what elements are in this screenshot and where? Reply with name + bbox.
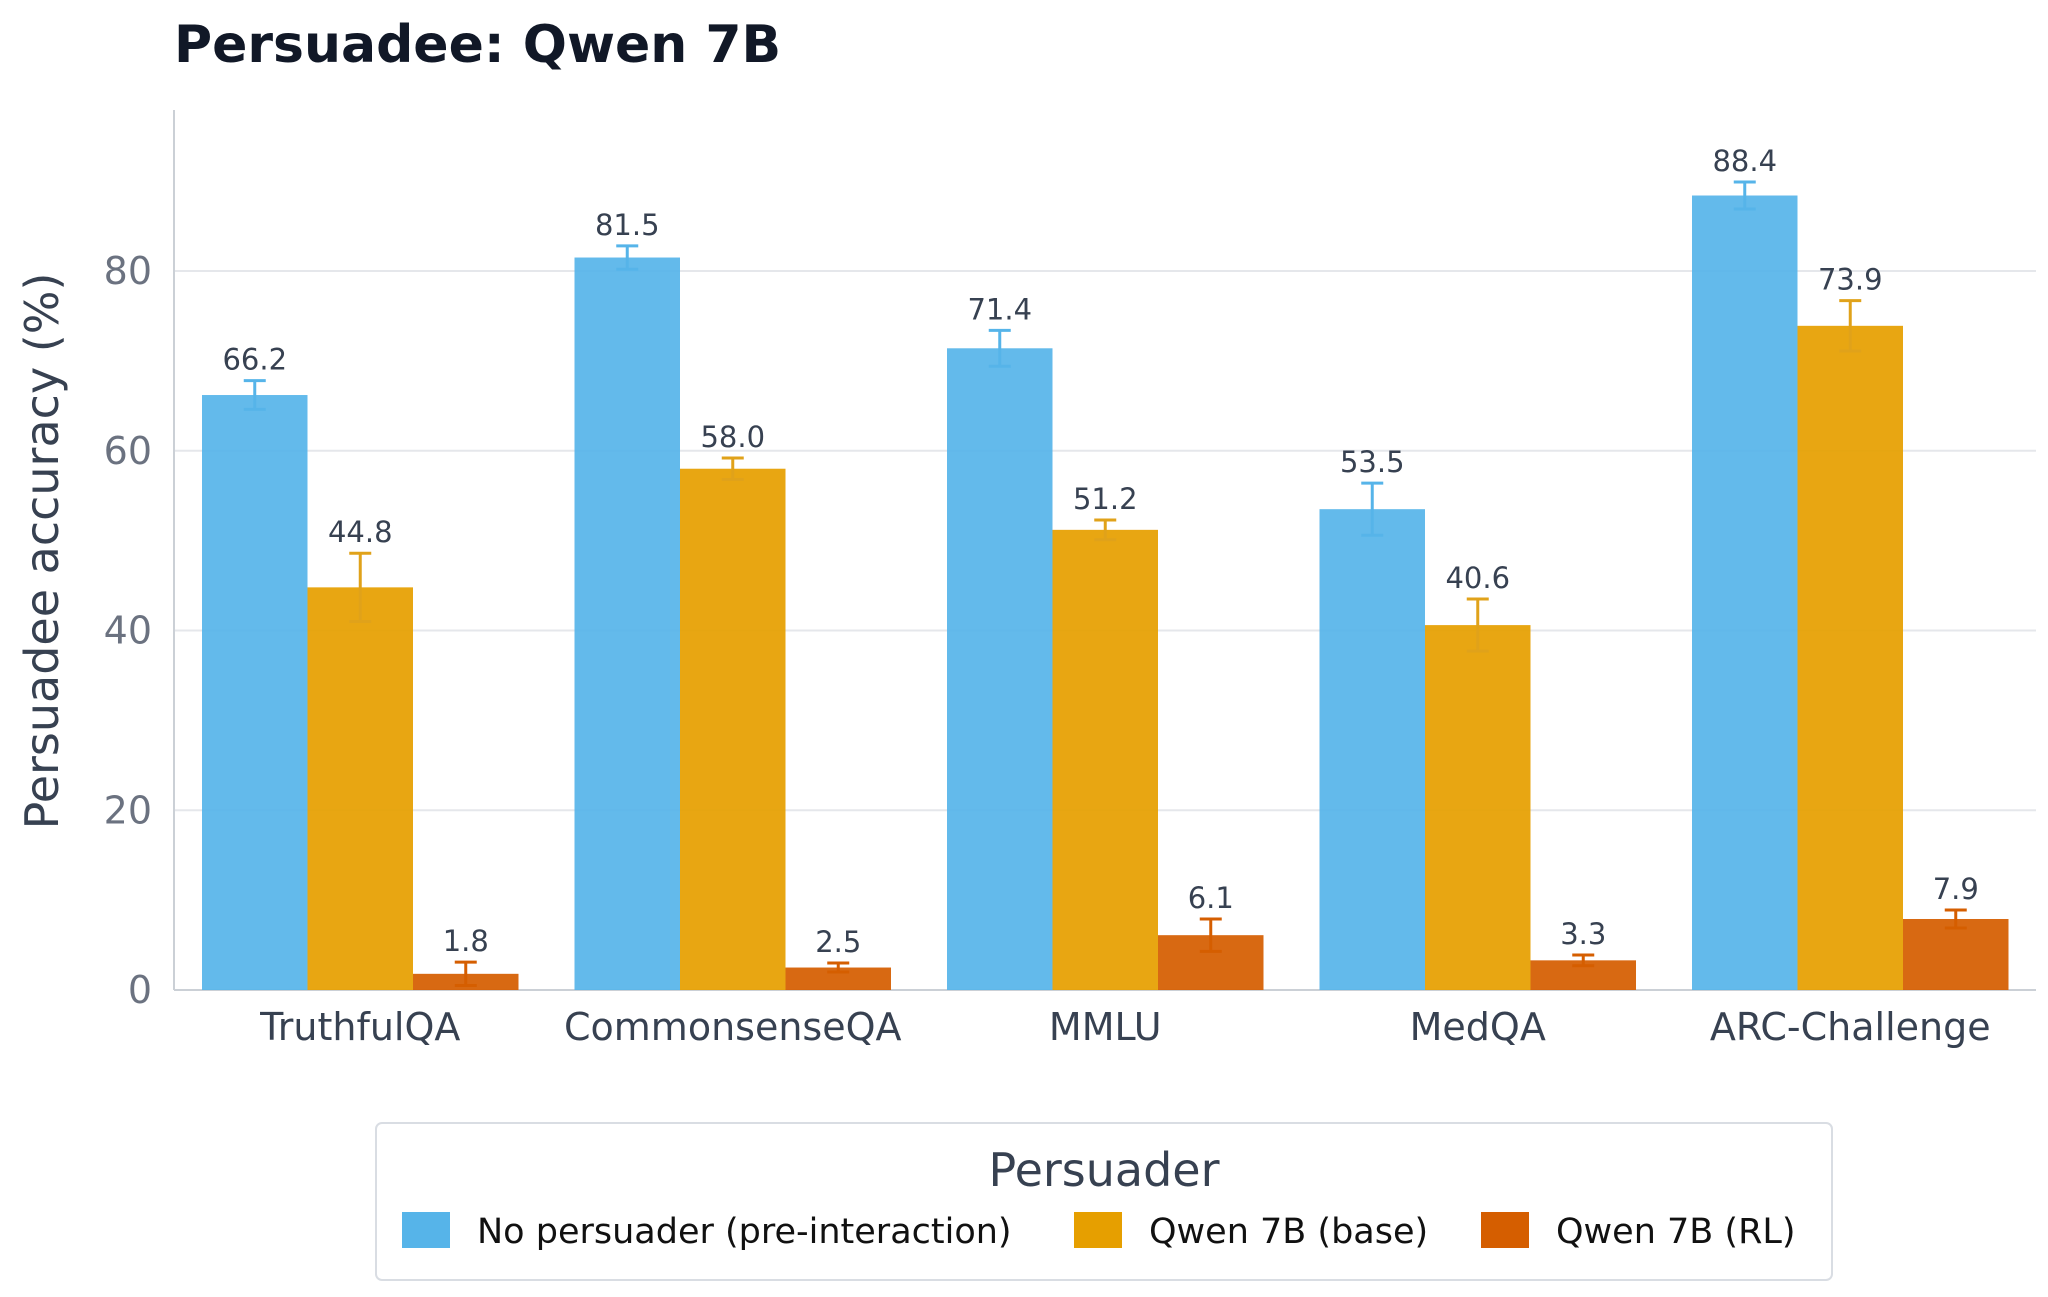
bar [574, 257, 680, 990]
legend-label: No persuader (pre-interaction) [477, 1212, 1012, 1252]
y-axis-ticks: 0 20 40 60 80 [104, 249, 152, 1012]
bar [1319, 509, 1425, 990]
bar [1903, 918, 2009, 990]
x-tick-label: TruthfulQA [259, 1005, 460, 1049]
data-label: 40.6 [1445, 561, 1510, 595]
data-label: 44.8 [328, 515, 393, 549]
data-label: 88.4 [1712, 144, 1777, 178]
bars [202, 195, 2009, 991]
data-label: 51.2 [1073, 482, 1138, 516]
bar [202, 395, 308, 991]
bar [785, 967, 891, 990]
data-label: 53.5 [1340, 445, 1405, 479]
x-axis-ticks: TruthfulQA CommonsenseQA MMLU MedQA ARC-Chal… [259, 1005, 1990, 1049]
legend-items: No persuader (pre-interaction) Qwen 7B (b… [402, 1212, 1796, 1252]
x-tick-label: MMLU [1049, 1005, 1162, 1049]
data-label: 71.4 [967, 292, 1032, 326]
legend-label: Qwen 7B (RL) [1556, 1212, 1796, 1252]
legend-swatch [402, 1212, 450, 1248]
legend-swatch [1481, 1212, 1529, 1248]
y-axis-label: Persuadee accuracy (%) [15, 273, 69, 830]
bar [1052, 529, 1158, 990]
bar [680, 468, 786, 991]
bar [307, 587, 413, 990]
data-label: 1.8 [443, 924, 489, 958]
legend-label: Qwen 7B (base) [1149, 1212, 1428, 1252]
bar [1797, 325, 1903, 991]
x-tick-label: ARC-Challenge [1710, 1005, 1991, 1049]
data-label: 6.1 [1188, 881, 1234, 915]
y-tick-label: 60 [104, 429, 152, 473]
data-label: 58.0 [700, 420, 765, 454]
legend-swatch [1074, 1212, 1122, 1248]
error-bars [243, 180, 1967, 988]
y-tick-label: 20 [104, 788, 152, 832]
bar [1425, 625, 1531, 990]
legend: Persuader No persuader (pre-interaction)… [375, 1122, 1833, 1281]
bar [1692, 195, 1798, 990]
data-label: 2.5 [815, 925, 861, 959]
data-label: 73.9 [1818, 263, 1883, 297]
x-tick-label: CommonsenseQA [564, 1005, 902, 1049]
y-tick-label: 0 [128, 968, 152, 1012]
chart-title: Persuadee: Qwen 7B [174, 15, 781, 75]
legend-title: Persuader [988, 1143, 1219, 1197]
data-label: 7.9 [1933, 872, 1979, 906]
data-labels: 66.2 44.8 1.8 81.5 58.0 2.5 71.4 51.2 6.1 53.5 40.… [222, 144, 1978, 959]
x-tick-label: MedQA [1410, 1005, 1546, 1049]
data-label: 66.2 [222, 343, 287, 377]
legend-frame [375, 1122, 1833, 1281]
y-tick-label: 40 [104, 609, 152, 653]
data-label: 81.5 [595, 208, 660, 242]
y-tick-label: 80 [104, 249, 152, 293]
data-label: 3.3 [1560, 917, 1606, 951]
bar [947, 348, 1053, 991]
